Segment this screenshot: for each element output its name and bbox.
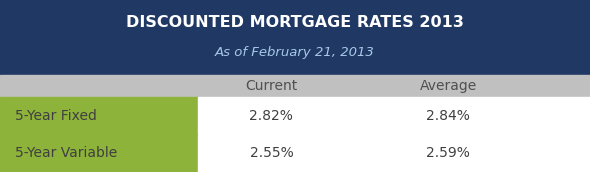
Bar [0,75,590,97]
Bar [0,97,198,135]
Bar [0,0,590,75]
Text: As of February 21, 2013: As of February 21, 2013 [215,46,375,58]
Bar [198,135,590,172]
Text: DISCOUNTED MORTGAGE RATES 2013: DISCOUNTED MORTGAGE RATES 2013 [126,15,464,30]
Text: 2.55%: 2.55% [250,146,293,160]
Bar [198,97,590,135]
Text: Average: Average [419,79,477,93]
Text: 5-Year Fixed: 5-Year Fixed [15,109,97,123]
Bar [0,135,198,172]
Text: Current: Current [245,79,297,93]
Text: 5-Year Variable: 5-Year Variable [15,146,117,160]
Text: 2.59%: 2.59% [427,146,470,160]
Text: 2.82%: 2.82% [250,109,293,123]
Text: 2.84%: 2.84% [427,109,470,123]
